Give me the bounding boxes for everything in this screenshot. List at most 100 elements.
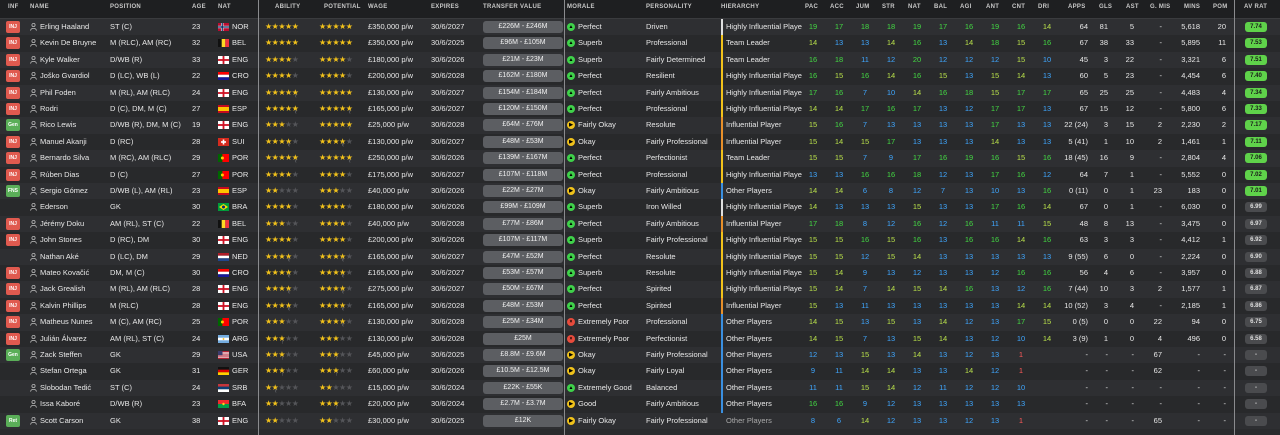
col-bal[interactable]: BAL: [934, 4, 948, 10]
transfer-value[interactable]: £154M - £184M: [483, 86, 563, 99]
player-name[interactable]: Kevin De Bruyne: [40, 38, 97, 48]
transfer-value[interactable]: £8.8M - £9.6M: [483, 349, 563, 361]
table-row[interactable]: Nathan Aké D (LC), DM 29 NED ★★★★★★ ★★★★★★ £16…: [0, 248, 1280, 265]
table-row[interactable]: Ret Scott Carson GK 38 ENG ★★★★★ ★★★★★ £30,000 …: [0, 412, 1280, 429]
col-position[interactable]: POSITION: [110, 4, 142, 10]
col-potential[interactable]: POTENTIAL: [324, 4, 361, 10]
table-row[interactable]: INJ Jack Grealish M (RL), AM (RLC) 28 ENG ★★★…: [0, 281, 1280, 298]
col-morale[interactable]: MORALE: [567, 4, 595, 10]
status-badge[interactable]: INJ: [6, 152, 20, 165]
col-ant[interactable]: ANT: [986, 4, 1000, 10]
player-name[interactable]: Julián Álvarez: [40, 333, 87, 343]
player-name[interactable]: Stefan Ortega: [40, 366, 87, 376]
status-badge[interactable]: Gen: [6, 349, 20, 361]
transfer-value[interactable]: £22M - £27M: [483, 185, 563, 197]
player-name[interactable]: Bernardo Silva: [40, 153, 90, 163]
col-ability[interactable]: ABILITY: [275, 4, 301, 10]
status-badge[interactable]: INJ: [6, 70, 20, 83]
transfer-value[interactable]: £50M - £67M: [483, 283, 563, 296]
table-row[interactable]: INJ Mateo Kovačić DM, M (C) 30 CRO ★★★★ ★ ★ ★★★ ★…: [0, 265, 1280, 282]
status-badge[interactable]: FNS: [6, 185, 20, 197]
player-name[interactable]: Mateo Kovačić: [40, 268, 90, 277]
table-row[interactable]: INJ Erling Haaland ST (C) 23 NOR ★★★★★ ★★★★★ £3…: [0, 19, 1280, 36]
col-ast[interactable]: AST: [1126, 4, 1139, 10]
table-row[interactable]: INJ Rodri D (C), DM, M (C) 27 ESP ★★★★★★ ★★★★★…: [0, 101, 1280, 118]
player-name[interactable]: Erling Haaland: [40, 22, 90, 31]
transfer-value[interactable]: £53M - £57M: [483, 267, 563, 279]
player-name[interactable]: Nathan Aké: [40, 251, 79, 261]
col-pom[interactable]: POM: [1213, 4, 1228, 10]
transfer-value[interactable]: £47M - £52M: [483, 250, 563, 263]
status-badge[interactable]: INJ: [6, 53, 20, 66]
table-row[interactable]: INJ Bernardo Silva M (RC), AM (RLC) 29 POR ★★…: [0, 150, 1280, 167]
player-name[interactable]: Slobodan Tedić: [40, 382, 92, 392]
col-avrat[interactable]: AV RAT: [1244, 4, 1268, 10]
table-row[interactable]: INJ Kalvin Phillips M (RLC) 28 ENG ★★★★ ★ ★ ★★★ ★…: [0, 297, 1280, 315]
status-badge[interactable]: INJ: [6, 299, 20, 312]
player-name[interactable]: Zack Steffen: [40, 350, 82, 359]
player-name[interactable]: Manuel Akanji: [40, 136, 87, 146]
col-name[interactable]: NAME: [30, 4, 49, 10]
player-name[interactable]: Matheus Nunes: [40, 317, 93, 327]
transfer-value[interactable]: £226M - £246M: [483, 21, 563, 33]
col-wage[interactable]: WAGE: [368, 4, 388, 10]
col-nat-attr[interactable]: NAT: [908, 4, 921, 10]
transfer-value[interactable]: £25M: [483, 332, 563, 345]
status-badge[interactable]: INJ: [6, 283, 20, 296]
player-name[interactable]: Jack Grealish: [40, 284, 86, 294]
status-badge[interactable]: INJ: [6, 86, 20, 99]
player-name[interactable]: Rodri: [40, 104, 58, 113]
col-inf[interactable]: INF: [8, 4, 19, 10]
col-str[interactable]: STR: [882, 4, 895, 10]
status-badge[interactable]: Ret: [6, 414, 20, 427]
col-dri[interactable]: DRI: [1038, 4, 1050, 10]
status-badge[interactable]: INJ: [6, 316, 20, 329]
player-name[interactable]: Ederson: [40, 202, 68, 212]
col-gmis[interactable]: G. MIS: [1150, 4, 1171, 10]
table-row[interactable]: INJ Kyle Walker D/WB (R) 33 ENG ★★★★★ ★★★★★ £18…: [0, 51, 1280, 69]
table-row[interactable]: INJ Phil Foden M (RL), AM (RLC) 24 ENG ★★★★★ ★…: [0, 84, 1280, 101]
table-row[interactable]: INJ John Stones D (RC), DM 30 ENG ★★★★★ ★★★★★ £…: [0, 232, 1280, 249]
table-row[interactable]: Stefan Ortega GK 31 GER ★★★★★★ ★★★★★★ £60,000 …: [0, 363, 1280, 380]
transfer-value[interactable]: £12K: [483, 414, 563, 427]
transfer-value[interactable]: £162M - £180M: [483, 70, 563, 83]
transfer-value[interactable]: £120M - £150M: [483, 103, 563, 115]
transfer-value[interactable]: £22K - £55K: [483, 381, 563, 394]
col-nat[interactable]: NAT: [218, 4, 231, 10]
player-name[interactable]: John Stones: [40, 235, 82, 245]
transfer-value[interactable]: £48M - £53M: [483, 135, 563, 148]
transfer-value[interactable]: £64M - £76M: [483, 119, 563, 132]
table-row[interactable]: INJ Jérémy Doku AM (RL), ST (C) 22 BEL ★★★★★ ★…: [0, 215, 1280, 233]
table-row[interactable]: INJ Matheus Nunes M (C), AM (RC) 25 POR ★★★★★…: [0, 314, 1280, 331]
col-agi[interactable]: AGI: [960, 4, 972, 10]
status-badge[interactable]: INJ: [6, 267, 20, 279]
col-age[interactable]: AGE: [192, 4, 206, 10]
status-badge[interactable]: INJ: [6, 103, 20, 115]
table-row[interactable]: INJ Rúben Dias D (C) 27 POR ★★★★★ ★★★★★ £175,00…: [0, 166, 1280, 183]
col-hierarchy[interactable]: HIERARCHY: [721, 4, 760, 10]
status-badge[interactable]: INJ: [6, 332, 20, 345]
player-name[interactable]: Joško Gvardiol: [40, 71, 90, 81]
transfer-value[interactable]: £99M - £109M: [483, 201, 563, 214]
status-badge[interactable]: INJ: [6, 37, 20, 50]
status-badge[interactable]: INJ: [6, 168, 20, 181]
transfer-value[interactable]: £25M - £34M: [483, 316, 563, 329]
table-row[interactable]: Ederson GK 30 BRA ★★★★★ ★★★★★ £180,000 p/w 30/6…: [0, 199, 1280, 216]
player-name[interactable]: Rico Lewis: [40, 120, 77, 130]
table-row[interactable]: INJ Manuel Akanji D (RC) 28 SUI ★★★★★★ ★★★★★★ £…: [0, 133, 1280, 151]
table-row[interactable]: Gen Rico Lewis D/WB (R), DM, M (C) 19 ENG ★★★…: [0, 117, 1280, 134]
player-name[interactable]: Rúben Dias: [40, 169, 80, 179]
player-name[interactable]: Kalvin Phillips: [40, 300, 87, 310]
transfer-value[interactable]: £2.7M - £3.7M: [483, 398, 563, 411]
col-cnt[interactable]: CNT: [1012, 4, 1026, 10]
transfer-value[interactable]: £10.5M - £12.5M: [483, 365, 563, 378]
table-row[interactable]: INJ Julián Álvarez AM (RL), ST (C) 24 ARG ★★★…: [0, 330, 1280, 347]
col-transfer-value[interactable]: TRANSFER VALUE: [483, 4, 542, 10]
table-row[interactable]: FNS Sergio Gómez D/WB (L), AM (RL) 23 ESP ★★★…: [0, 183, 1280, 200]
col-expires[interactable]: EXPIRES: [431, 4, 460, 10]
table-row[interactable]: INJ Kevin De Bruyne M (RLC), AM (RC) 32 BEL ★…: [0, 35, 1280, 52]
player-name[interactable]: Scott Carson: [40, 415, 84, 425]
player-name[interactable]: Sergio Gómez: [40, 186, 88, 195]
status-badge[interactable]: Gen: [6, 119, 20, 132]
